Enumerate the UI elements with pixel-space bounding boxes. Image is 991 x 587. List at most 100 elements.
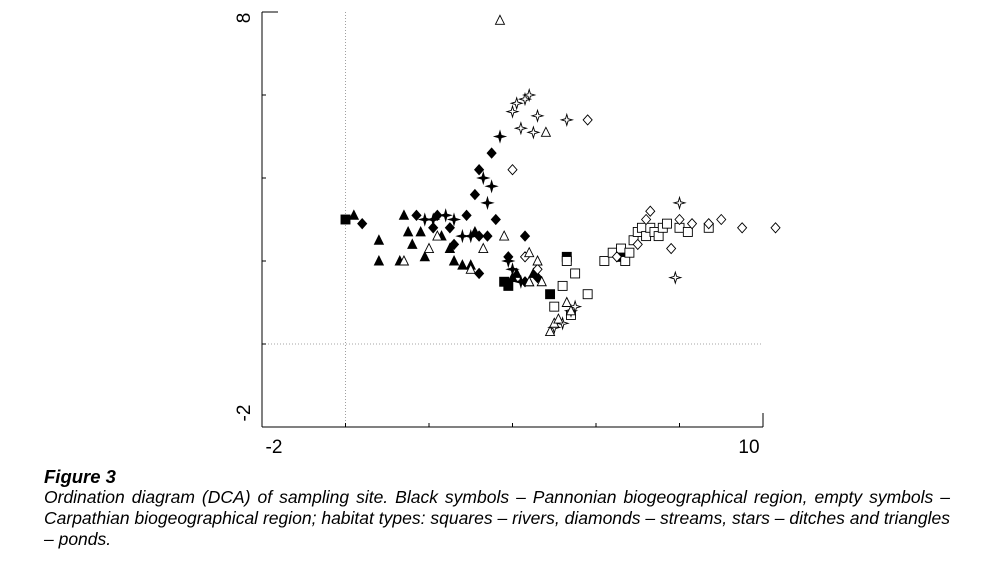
triangle-filled-point: [511, 267, 522, 278]
star-filled-point: [455, 228, 470, 244]
triangle-filled-point: [528, 267, 539, 278]
square-empty-point: [549, 301, 560, 312]
diamond-empty-point: [645, 205, 656, 217]
y-tick-label-bottom: -2: [234, 405, 255, 422]
triangle-empty-point: [523, 246, 535, 258]
triangle-empty-point: [398, 254, 410, 266]
x-tick-label-left: -2: [266, 437, 283, 458]
triangle-empty-point: [561, 296, 573, 307]
triangle-empty-point: [544, 325, 556, 336]
star-filled-point: [417, 212, 432, 227]
diamond-empty-point: [770, 222, 781, 234]
diamond-filled-point: [473, 267, 485, 280]
diamond-empty-point: [582, 114, 593, 126]
x-tick-label-right: 10: [738, 437, 759, 458]
triangle-filled-point: [348, 209, 360, 220]
diamond-filled-point: [469, 188, 481, 201]
diamond-filled-point: [357, 217, 368, 230]
square-empty-point: [570, 268, 581, 279]
square-empty-point: [662, 218, 672, 229]
diamond-filled-point: [428, 222, 439, 234]
triangle-empty-point: [478, 242, 489, 254]
diamond-empty-point: [666, 242, 677, 255]
diamond-filled-point: [490, 213, 501, 226]
diamond-filled-point: [411, 209, 422, 222]
triangle-filled-point: [469, 225, 481, 237]
star-empty-point: [668, 270, 683, 285]
triangle-filled-point: [419, 250, 431, 262]
triangle-empty-point: [465, 263, 476, 274]
star-empty-point: [509, 96, 524, 111]
triangle-empty-point: [532, 254, 543, 266]
star-empty-point: [513, 121, 529, 136]
diamond-empty-point: [674, 213, 685, 226]
triangle-empty-point: [423, 242, 435, 254]
diamond-filled-point: [444, 222, 455, 234]
triangle-filled-point: [373, 254, 385, 266]
triangle-empty-point: [523, 275, 535, 287]
axis-ticks: [262, 11, 764, 427]
diamond-empty-point: [640, 213, 652, 226]
star-empty-point: [530, 108, 545, 123]
y-tick-label-top: 8: [234, 13, 255, 24]
diamond-empty-point: [507, 164, 518, 176]
square-empty-point: [682, 226, 693, 237]
triangle-filled-point: [402, 225, 414, 237]
diamond-filled-point: [461, 209, 472, 222]
star-empty-point: [517, 91, 533, 107]
diamond-filled-point: [432, 209, 443, 222]
triangle-filled-point: [373, 234, 385, 245]
star-filled-point: [480, 195, 495, 211]
diamond-filled-point: [519, 230, 531, 242]
star-empty-point: [522, 87, 537, 103]
square-empty-point: [641, 231, 652, 242]
square-empty-point: [582, 289, 593, 300]
square-empty-point: [624, 247, 635, 258]
star-filled-point: [501, 253, 516, 269]
star-filled-point: [484, 179, 499, 194]
star-filled-point: [476, 170, 491, 186]
square-empty-point: [561, 256, 572, 266]
square-filled-point: [545, 289, 556, 300]
star-filled-point: [513, 274, 529, 289]
star-filled-point: [438, 208, 453, 223]
star-empty-point: [567, 299, 583, 314]
star-empty-point: [526, 125, 541, 140]
triangle-filled-point: [444, 242, 456, 254]
square-empty-point: [599, 256, 610, 266]
diamond-empty-point: [703, 217, 714, 230]
triangle-filled-point: [398, 209, 410, 220]
triangle-empty-point: [536, 275, 547, 287]
triangle-empty-point: [494, 14, 506, 25]
diamond-empty-point: [686, 217, 698, 230]
star-empty-point: [672, 195, 687, 211]
diamond-empty-point: [737, 222, 748, 234]
diamond-empty-point: [611, 251, 622, 263]
diamond-empty-point: [716, 213, 727, 226]
square-empty-point: [557, 280, 568, 291]
triangle-filled-point: [407, 238, 418, 249]
star-empty-point: [559, 112, 574, 128]
square-filled-point: [340, 214, 351, 225]
figure-caption: Figure 3 Ordination diagram (DCA) of sam…: [44, 466, 950, 550]
star-filled-point: [446, 212, 462, 227]
figure-caption-text: Ordination diagram (DCA) of sampling sit…: [44, 487, 950, 549]
square-empty-point: [620, 256, 631, 266]
triangle-empty-point: [565, 304, 577, 316]
diamond-empty-point: [532, 263, 543, 275]
star-filled-point: [492, 129, 508, 144]
square-empty-point: [636, 222, 647, 233]
diamond-filled-point: [482, 230, 493, 242]
plot-frame: [261, 11, 764, 428]
triangle-empty-point: [432, 230, 443, 241]
square-empty-point: [653, 231, 664, 242]
square-empty-point: [616, 243, 626, 254]
diamond-empty-point: [632, 238, 643, 251]
diamond-filled-point: [486, 147, 497, 159]
axis-tick-labels: 8 -2 -2 10: [234, 13, 760, 458]
data-points: [340, 14, 781, 336]
star-empty-point: [505, 104, 520, 119]
dca-scatter-plot: 8 -2 -2 10: [234, 11, 781, 458]
triangle-empty-point: [498, 230, 510, 241]
diamond-filled-point: [473, 164, 485, 176]
